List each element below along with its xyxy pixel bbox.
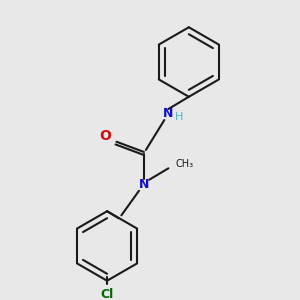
Text: CH₃: CH₃ xyxy=(175,159,194,169)
Text: N: N xyxy=(139,178,149,191)
Text: N: N xyxy=(162,107,173,120)
Text: O: O xyxy=(99,129,111,143)
Text: Cl: Cl xyxy=(100,288,114,300)
Text: H: H xyxy=(175,112,184,122)
